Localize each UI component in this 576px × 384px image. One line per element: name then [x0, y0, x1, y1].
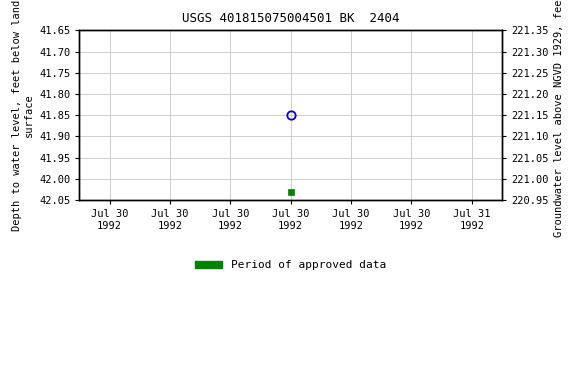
- Y-axis label: Depth to water level, feet below land
surface: Depth to water level, feet below land su…: [12, 0, 33, 231]
- Legend: Period of approved data: Period of approved data: [190, 256, 391, 275]
- Y-axis label: Groundwater level above NGVD 1929, feet: Groundwater level above NGVD 1929, feet: [554, 0, 564, 237]
- Title: USGS 401815075004501 BK  2404: USGS 401815075004501 BK 2404: [182, 12, 399, 25]
